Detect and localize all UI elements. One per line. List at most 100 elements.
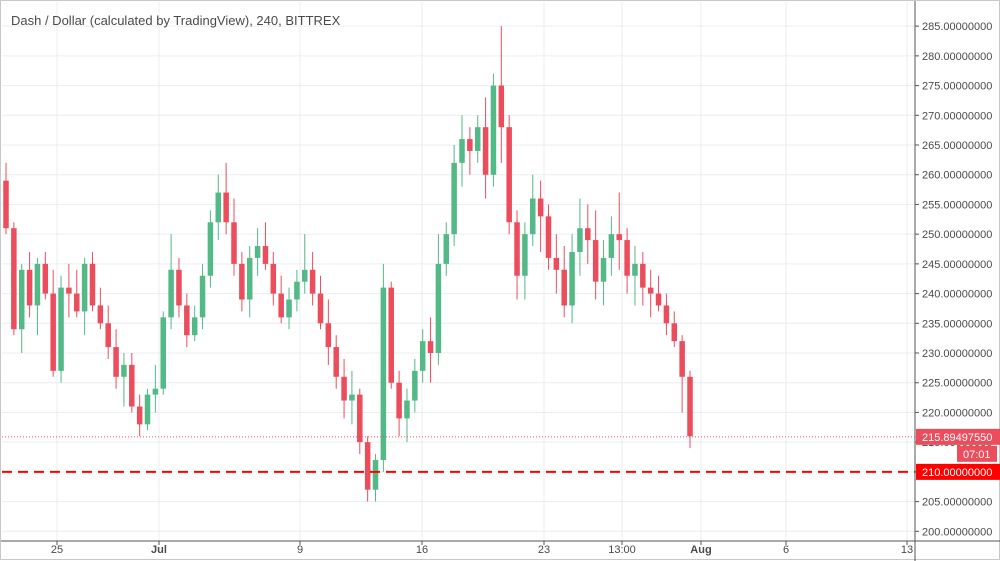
chart-title: Dash / Dollar (calculated by TradingView… bbox=[11, 13, 341, 28]
candle-body bbox=[380, 287, 387, 460]
candle bbox=[498, 26, 505, 163]
candle-body bbox=[294, 281, 300, 300]
candle bbox=[380, 263, 387, 472]
y-tick-label: 200.00000000 bbox=[922, 526, 992, 538]
x-tick-label: 13:00 bbox=[608, 544, 636, 556]
candle bbox=[262, 222, 269, 270]
candle bbox=[42, 251, 49, 300]
candle-body bbox=[640, 263, 646, 288]
x-tick-label: 25 bbox=[51, 544, 63, 556]
candle-body bbox=[231, 222, 237, 264]
candle-body bbox=[121, 364, 127, 377]
candle-body bbox=[506, 127, 512, 223]
candle bbox=[199, 263, 206, 330]
candle bbox=[624, 228, 630, 294]
candle-body bbox=[18, 269, 25, 330]
price-lines bbox=[2, 436, 915, 473]
candle bbox=[97, 287, 104, 330]
candle bbox=[647, 269, 654, 318]
candle-body bbox=[482, 127, 489, 175]
candle-body bbox=[341, 376, 347, 401]
candle bbox=[600, 240, 607, 306]
candle bbox=[545, 204, 552, 270]
candle bbox=[66, 263, 72, 318]
candle-body bbox=[207, 222, 214, 276]
candle bbox=[451, 145, 457, 247]
candle bbox=[136, 394, 143, 437]
candle-body bbox=[412, 370, 418, 401]
candle bbox=[81, 257, 88, 336]
countdown-label: 07:01 bbox=[963, 449, 991, 461]
candle-body bbox=[561, 269, 567, 306]
candle-body bbox=[600, 257, 607, 282]
y-tick-label: 275.00000000 bbox=[922, 81, 992, 93]
x-tick-label: 13 bbox=[901, 544, 913, 556]
candle bbox=[325, 299, 332, 365]
candle bbox=[419, 329, 426, 383]
candle-body bbox=[262, 246, 269, 264]
y-tick-label: 220.00000000 bbox=[922, 407, 992, 419]
x-tick-label: Jul bbox=[151, 544, 167, 556]
candle-body bbox=[396, 382, 402, 419]
support-box bbox=[916, 463, 1000, 480]
candle-body bbox=[577, 228, 583, 252]
candle-body bbox=[467, 139, 473, 151]
candle bbox=[184, 293, 190, 348]
candle bbox=[239, 251, 245, 312]
candle bbox=[616, 192, 622, 270]
y-tick-label: 225.00000000 bbox=[922, 378, 992, 390]
candle-body bbox=[655, 293, 662, 306]
candle bbox=[341, 358, 347, 419]
candle-body bbox=[498, 85, 505, 128]
candle bbox=[506, 115, 512, 235]
candle bbox=[50, 269, 56, 377]
candle bbox=[404, 388, 410, 443]
candle-body bbox=[309, 269, 316, 294]
candle-body bbox=[671, 323, 678, 342]
candle-body bbox=[129, 364, 135, 407]
candle-body bbox=[113, 347, 119, 377]
candle bbox=[176, 257, 182, 318]
x-tick-label: 23 bbox=[538, 544, 550, 556]
candle bbox=[270, 251, 277, 306]
candle bbox=[349, 370, 355, 425]
candle-body bbox=[451, 162, 457, 235]
candle-body bbox=[317, 293, 324, 324]
candle bbox=[490, 73, 497, 187]
candle-body bbox=[26, 269, 33, 306]
candle-body bbox=[632, 263, 638, 276]
candle bbox=[74, 269, 80, 318]
candle-body bbox=[435, 263, 442, 354]
candle bbox=[474, 115, 481, 163]
candle-body bbox=[58, 287, 64, 371]
candle-body bbox=[42, 263, 49, 294]
candle bbox=[302, 234, 308, 294]
candle-body bbox=[152, 388, 159, 395]
candle bbox=[553, 234, 560, 294]
candle bbox=[687, 370, 693, 449]
y-tick-label: 280.00000000 bbox=[922, 51, 992, 63]
candle bbox=[129, 353, 135, 413]
candle-body bbox=[364, 442, 371, 490]
candle bbox=[223, 162, 229, 235]
candle-body bbox=[136, 406, 143, 425]
candle bbox=[34, 257, 41, 336]
candle bbox=[522, 222, 528, 300]
candle bbox=[459, 115, 465, 187]
candle-body bbox=[388, 287, 394, 383]
candle-body bbox=[663, 305, 670, 324]
candle bbox=[89, 251, 96, 312]
candle-body bbox=[278, 293, 284, 318]
candles bbox=[3, 26, 693, 502]
y-tick-label: 255.00000000 bbox=[922, 199, 992, 211]
candle bbox=[152, 364, 159, 413]
candle bbox=[144, 388, 151, 431]
candle-body bbox=[372, 459, 379, 490]
candle bbox=[577, 198, 583, 276]
candle bbox=[671, 311, 678, 348]
candle bbox=[254, 228, 261, 276]
y-tick-label: 250.00000000 bbox=[922, 229, 992, 241]
y-tick-label: 240.00000000 bbox=[922, 289, 992, 301]
